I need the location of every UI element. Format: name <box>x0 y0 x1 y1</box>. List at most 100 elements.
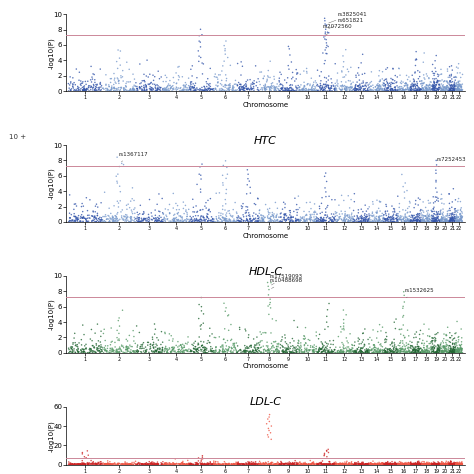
Point <box>405 460 412 468</box>
Point <box>400 87 408 94</box>
Point <box>420 341 428 349</box>
Point <box>111 217 118 225</box>
Point <box>114 46 122 54</box>
Point <box>456 82 463 89</box>
Point <box>98 347 106 355</box>
Point <box>325 192 333 200</box>
Point <box>285 65 293 73</box>
Point <box>204 349 211 356</box>
Point <box>376 215 383 222</box>
Point <box>417 327 424 334</box>
Point <box>450 87 458 94</box>
Point <box>451 348 458 356</box>
Point <box>378 210 386 217</box>
Point <box>319 87 327 95</box>
Point <box>281 215 288 223</box>
Point <box>171 460 178 468</box>
Point <box>444 217 451 225</box>
Point <box>408 217 416 225</box>
Point <box>103 461 110 468</box>
Point <box>79 214 86 222</box>
Point <box>433 330 440 337</box>
Point <box>454 82 462 90</box>
Point <box>400 213 408 221</box>
Point <box>428 346 435 354</box>
Point <box>268 210 276 218</box>
Point <box>292 343 300 351</box>
Point <box>399 459 406 466</box>
Point <box>362 79 370 87</box>
Point <box>288 348 295 356</box>
Point <box>346 460 353 468</box>
Point <box>322 343 330 351</box>
Point <box>306 216 313 223</box>
Point <box>264 218 272 225</box>
Point <box>187 346 194 354</box>
Point <box>430 460 438 468</box>
Point <box>393 217 401 224</box>
Point <box>248 218 256 225</box>
Point <box>425 200 433 207</box>
Point <box>290 87 298 94</box>
Point <box>370 346 378 354</box>
Point <box>372 218 379 225</box>
Point <box>268 343 275 351</box>
Point <box>402 214 410 221</box>
Point <box>429 217 437 224</box>
Point <box>379 218 387 225</box>
Point <box>427 344 434 352</box>
Point <box>373 345 381 353</box>
Point <box>201 216 209 224</box>
Point <box>339 86 346 93</box>
Point <box>380 460 387 468</box>
Point <box>390 348 397 356</box>
Point <box>436 461 444 468</box>
Point <box>383 216 391 223</box>
Point <box>114 460 121 468</box>
Point <box>325 458 333 465</box>
Point <box>188 347 195 355</box>
Point <box>345 84 353 91</box>
Point <box>100 218 107 226</box>
Point <box>71 461 78 468</box>
Point <box>403 348 411 356</box>
Point <box>423 215 431 222</box>
Point <box>285 346 292 353</box>
Point <box>376 348 384 356</box>
Point <box>455 87 462 94</box>
Point <box>105 461 113 468</box>
Point <box>99 216 106 224</box>
Point <box>246 347 254 355</box>
Point <box>237 460 245 468</box>
Point <box>451 215 459 222</box>
Point <box>357 84 365 92</box>
Point <box>80 87 88 95</box>
Point <box>303 68 310 75</box>
Point <box>179 73 186 81</box>
Point <box>316 218 323 226</box>
Point <box>140 71 148 78</box>
Point <box>327 344 334 351</box>
Point <box>438 86 446 94</box>
Point <box>435 87 442 94</box>
Point <box>346 212 354 220</box>
Point <box>179 347 186 355</box>
Point <box>380 461 387 468</box>
Point <box>176 87 183 95</box>
Point <box>295 348 303 356</box>
Point <box>271 461 279 468</box>
Point <box>444 460 452 468</box>
Point <box>347 346 355 354</box>
Point <box>232 345 239 352</box>
Point <box>130 218 138 226</box>
Point <box>244 345 251 352</box>
Point <box>264 72 272 80</box>
Point <box>115 84 122 91</box>
Point <box>92 83 100 91</box>
Point <box>192 461 200 468</box>
Point <box>450 348 457 356</box>
Point <box>205 85 212 93</box>
Point <box>434 458 442 465</box>
Point <box>449 343 457 350</box>
Point <box>437 461 444 468</box>
